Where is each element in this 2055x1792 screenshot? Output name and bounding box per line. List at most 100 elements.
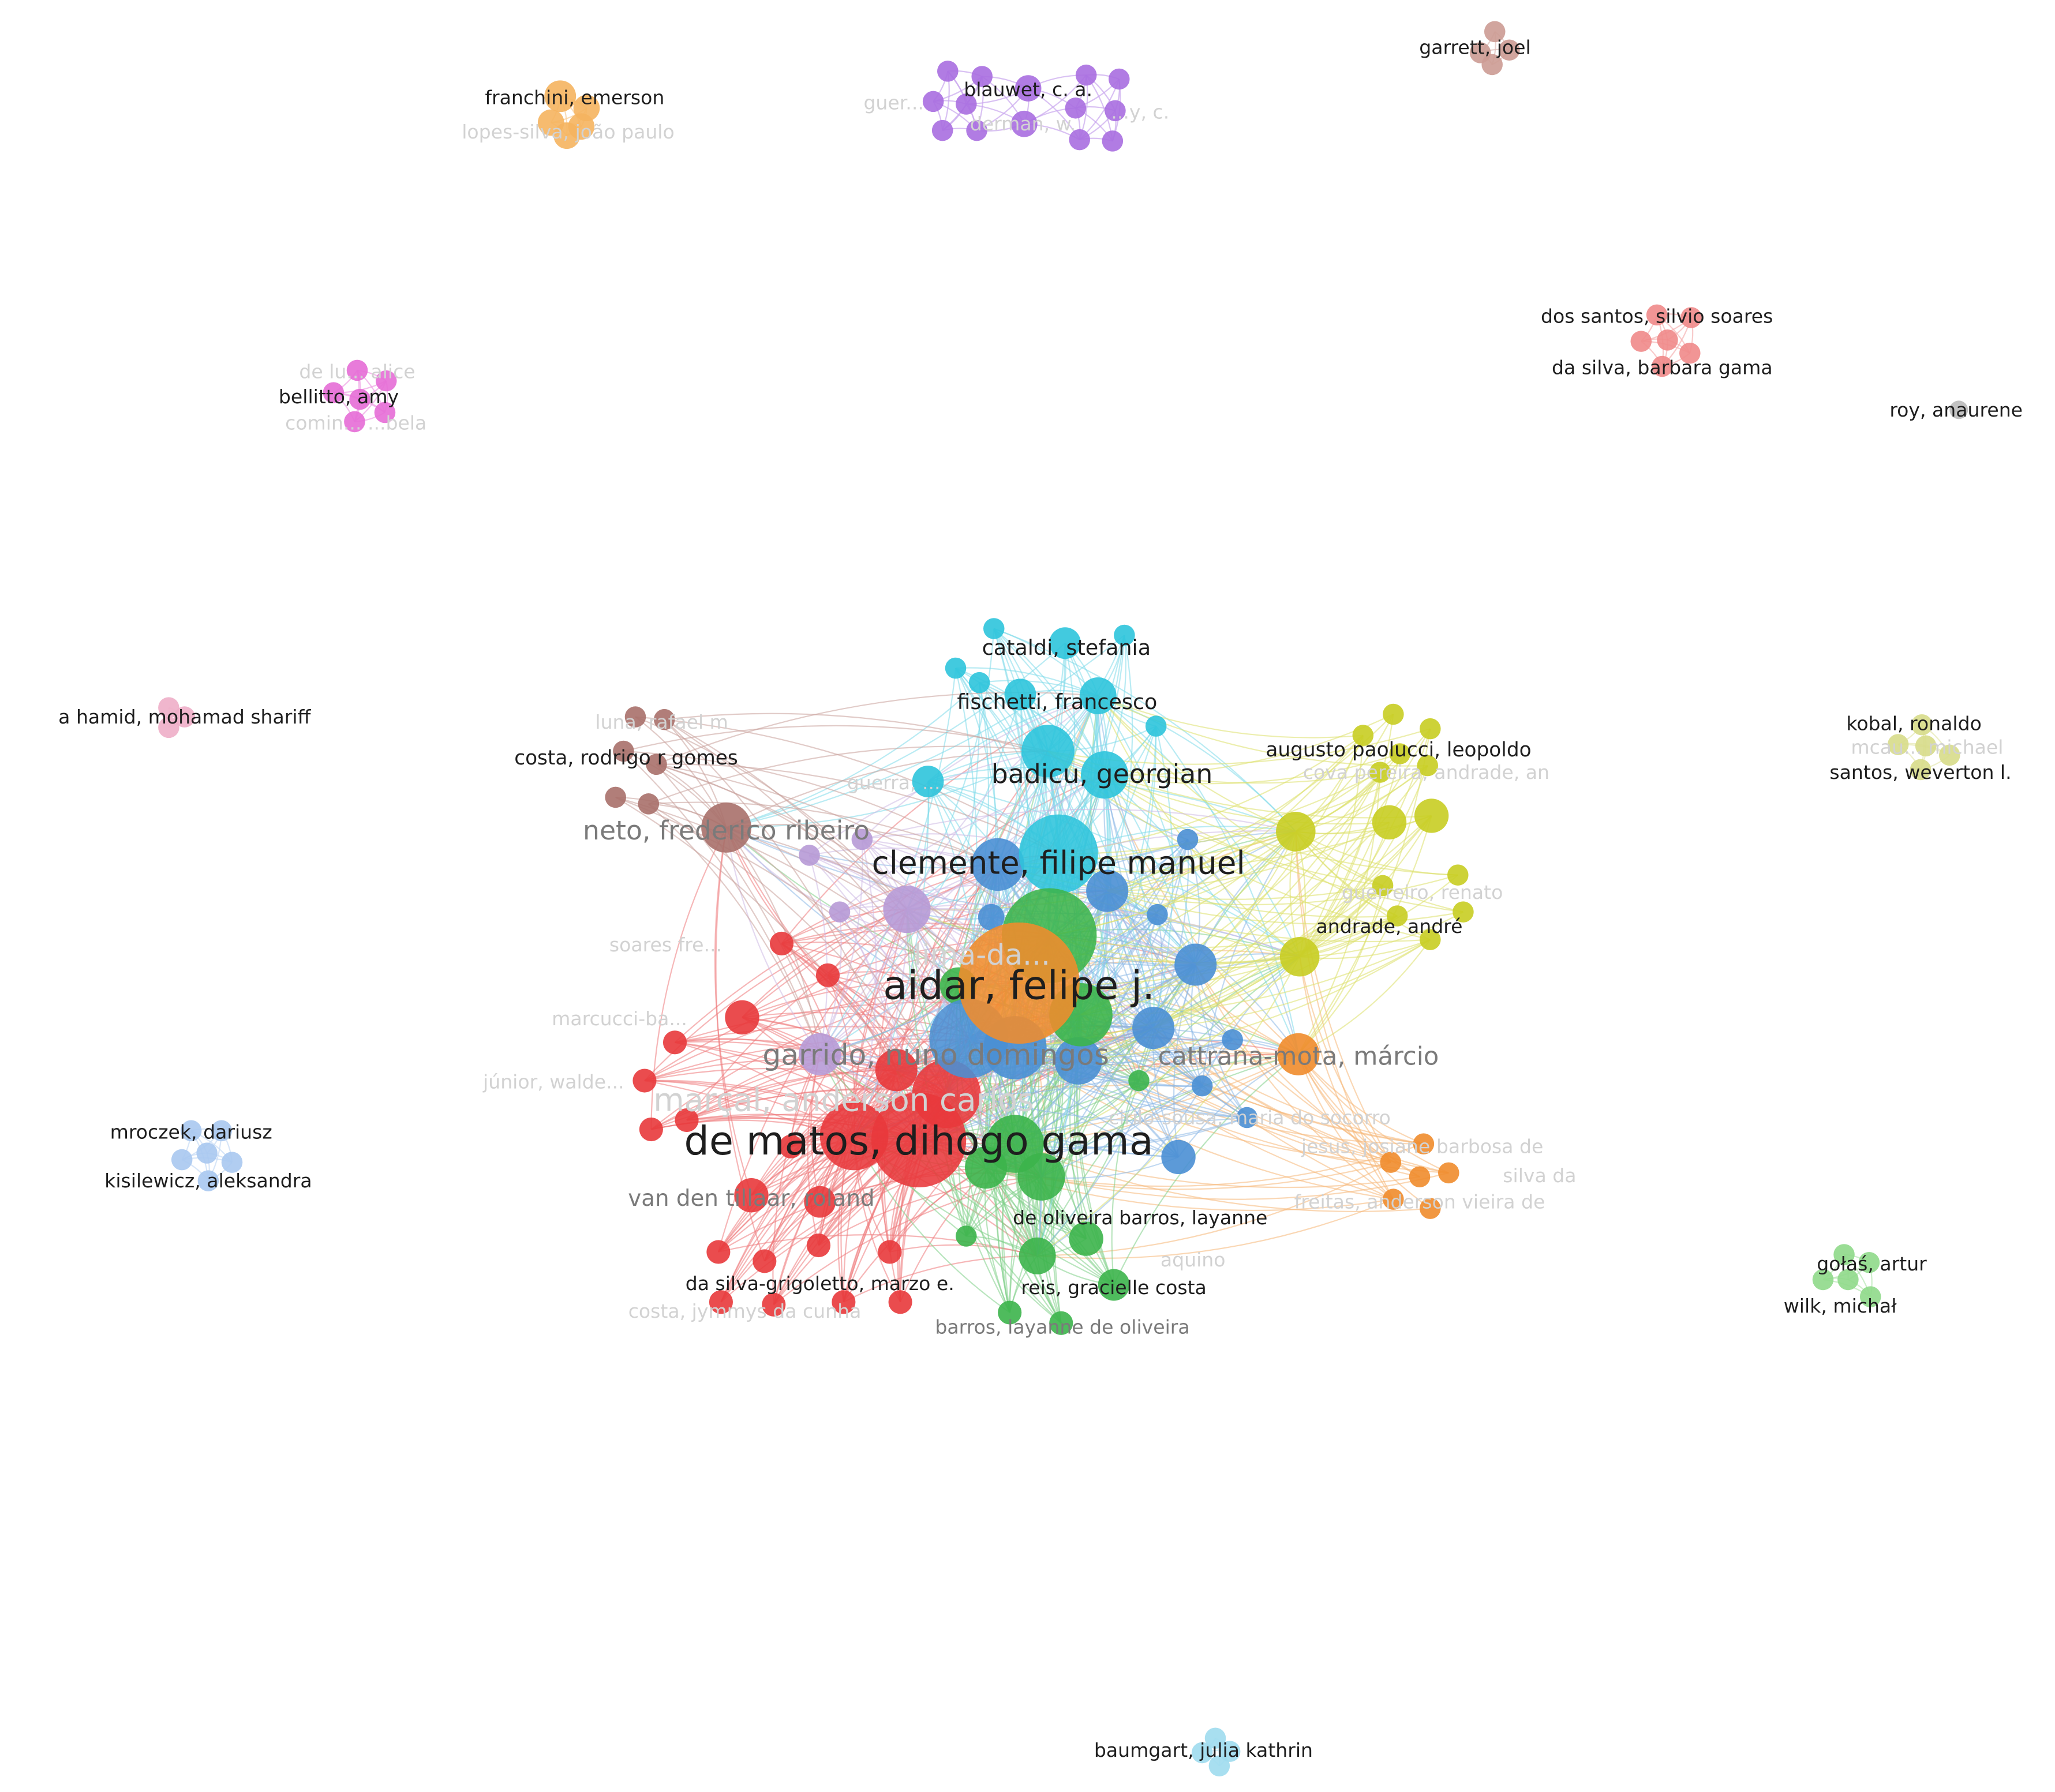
author-node[interactable] xyxy=(1679,342,1701,364)
author-node[interactable] xyxy=(1010,110,1038,137)
author-node[interactable] xyxy=(1646,304,1668,326)
author-node[interactable] xyxy=(662,1030,687,1055)
author-node[interactable] xyxy=(1438,1162,1459,1184)
author-node[interactable] xyxy=(1147,904,1168,925)
author-node[interactable] xyxy=(875,1049,918,1092)
author-node[interactable] xyxy=(1098,1269,1130,1301)
author-node[interactable] xyxy=(1019,814,1098,894)
author-node[interactable] xyxy=(1279,937,1320,977)
author-node[interactable] xyxy=(986,1115,1045,1173)
author-node[interactable] xyxy=(1054,1037,1102,1085)
author-node[interactable] xyxy=(1858,1251,1880,1273)
author-node[interactable] xyxy=(639,1117,663,1142)
author-node[interactable] xyxy=(912,766,944,797)
author-node[interactable] xyxy=(888,1290,912,1314)
author-node[interactable] xyxy=(1079,677,1117,715)
author-node[interactable] xyxy=(1372,805,1407,840)
author-node[interactable] xyxy=(799,845,820,866)
author-node[interactable] xyxy=(375,370,397,392)
author-node[interactable] xyxy=(1833,1244,1855,1265)
author-node[interactable] xyxy=(1075,64,1097,86)
author-node[interactable] xyxy=(945,657,967,679)
author-node[interactable] xyxy=(1102,130,1124,152)
author-node[interactable] xyxy=(958,922,1080,1044)
author-node[interactable] xyxy=(1019,1237,1056,1274)
author-node[interactable] xyxy=(922,91,944,113)
author-node[interactable] xyxy=(1413,1133,1435,1154)
author-node[interactable] xyxy=(1177,828,1199,850)
author-node[interactable] xyxy=(1383,1189,1404,1210)
author-node[interactable] xyxy=(725,1000,759,1035)
author-node[interactable] xyxy=(1380,1152,1402,1173)
author-node[interactable] xyxy=(966,119,987,141)
author-node[interactable] xyxy=(701,803,751,853)
author-node[interactable] xyxy=(1145,715,1167,737)
author-node[interactable] xyxy=(1105,100,1126,122)
author-node[interactable] xyxy=(1417,755,1439,777)
author-node[interactable] xyxy=(1219,1741,1241,1762)
author-node[interactable] xyxy=(1911,714,1933,736)
author-node[interactable] xyxy=(1108,68,1130,90)
author-node[interactable] xyxy=(706,1240,731,1264)
author-node[interactable] xyxy=(1652,355,1673,377)
author-node[interactable] xyxy=(1161,1139,1196,1175)
author-node[interactable] xyxy=(174,706,196,728)
author-node[interactable] xyxy=(1657,329,1678,351)
author-node[interactable] xyxy=(653,708,675,730)
author-node[interactable] xyxy=(196,1142,218,1164)
author-node[interactable] xyxy=(1887,734,1909,755)
author-node[interactable] xyxy=(1276,812,1316,852)
author-node[interactable] xyxy=(197,1170,219,1191)
author-node[interactable] xyxy=(1414,798,1449,833)
author-node[interactable] xyxy=(1114,624,1135,646)
author-node[interactable] xyxy=(1499,39,1520,61)
author-node[interactable] xyxy=(1910,759,1932,781)
author-node[interactable] xyxy=(211,1120,233,1142)
author-node[interactable] xyxy=(1453,901,1474,923)
author-node[interactable] xyxy=(883,885,931,934)
author-node[interactable] xyxy=(956,1225,977,1247)
author-node[interactable] xyxy=(1352,725,1374,746)
author-node[interactable] xyxy=(806,1233,831,1258)
author-node[interactable] xyxy=(1383,703,1404,725)
author-node[interactable] xyxy=(1208,1755,1230,1777)
author-node[interactable] xyxy=(878,1240,902,1264)
author-node[interactable] xyxy=(1420,1198,1441,1219)
author-node[interactable] xyxy=(346,359,368,381)
author-node[interactable] xyxy=(1204,1727,1226,1749)
author-node[interactable] xyxy=(1021,725,1075,778)
author-node[interactable] xyxy=(778,1134,803,1159)
author-node[interactable] xyxy=(1065,98,1087,119)
author-node[interactable] xyxy=(1409,1166,1431,1188)
author-node[interactable] xyxy=(1069,129,1090,151)
author-node[interactable] xyxy=(819,1101,889,1171)
author-node[interactable] xyxy=(1191,1075,1213,1097)
author-node[interactable] xyxy=(937,61,959,82)
author-node[interactable] xyxy=(998,1300,1022,1325)
author-node[interactable] xyxy=(983,618,1005,639)
author-node[interactable] xyxy=(221,1152,243,1173)
author-node[interactable] xyxy=(1484,21,1506,43)
author-node[interactable] xyxy=(931,119,953,141)
author-node[interactable] xyxy=(323,382,345,403)
author-node[interactable] xyxy=(180,1120,202,1142)
author-node[interactable] xyxy=(1236,1107,1258,1129)
author-node[interactable] xyxy=(1086,869,1129,912)
author-node[interactable] xyxy=(1191,1742,1213,1764)
author-node[interactable] xyxy=(851,828,873,850)
author-node[interactable] xyxy=(1630,331,1652,352)
author-node[interactable] xyxy=(734,1178,769,1213)
author-node[interactable] xyxy=(1081,751,1129,799)
author-node[interactable] xyxy=(971,838,1024,891)
author-node[interactable] xyxy=(1174,943,1217,986)
author-node[interactable] xyxy=(1447,864,1469,886)
author-node[interactable] xyxy=(344,411,365,433)
author-node[interactable] xyxy=(978,904,1005,931)
author-node[interactable] xyxy=(1004,678,1036,711)
author-node[interactable] xyxy=(1915,735,1937,757)
author-node[interactable] xyxy=(1386,905,1408,927)
author-node[interactable] xyxy=(1069,1221,1103,1256)
author-node[interactable] xyxy=(374,402,396,423)
author-node[interactable] xyxy=(1389,743,1411,764)
author-node[interactable] xyxy=(605,786,626,808)
